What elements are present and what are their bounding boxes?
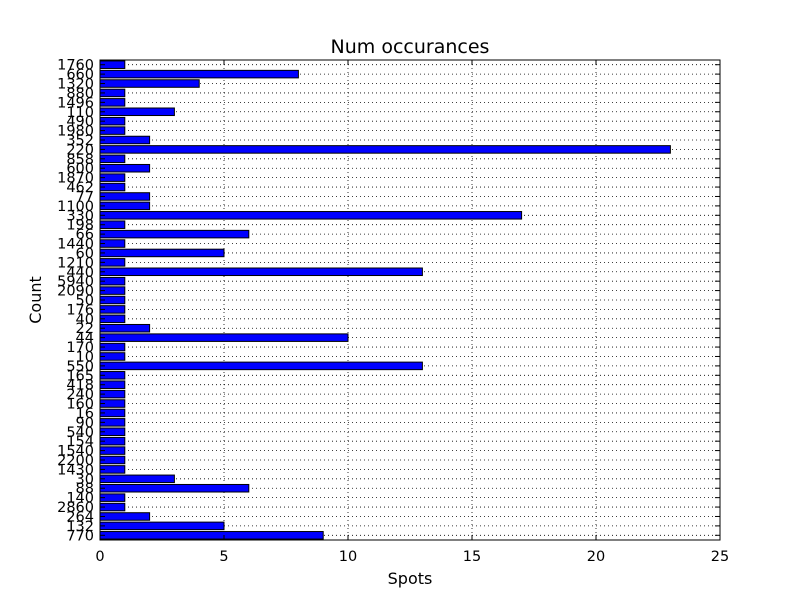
- bar-264: [99, 512, 151, 521]
- y-tick-label: 10: [76, 349, 94, 365]
- y-tick-label: 1760: [57, 58, 94, 74]
- bar-220: [99, 145, 671, 154]
- y-tick-label: 30: [76, 472, 94, 488]
- x-axis-label: Spots: [388, 569, 433, 588]
- y-tick-label: 1320: [57, 77, 94, 93]
- y-tick-label: 440: [66, 265, 94, 281]
- y-tick-label: 1496: [57, 95, 94, 111]
- bar-660: [99, 69, 299, 79]
- bar-88: [99, 483, 250, 493]
- y-tick-label: 540: [66, 425, 94, 441]
- grid-lines: [100, 60, 720, 540]
- y-tick-label: 660: [66, 67, 94, 83]
- x-axis-ticks: 0 5 10 15 20 25: [95, 60, 729, 565]
- y-tick-label: 90: [76, 415, 94, 431]
- y-tick-label: 462: [66, 180, 94, 196]
- bar-66: [99, 229, 250, 239]
- y-tick-label: 220: [66, 142, 94, 158]
- bar-22: [99, 323, 151, 333]
- y-tick-label: 5940: [57, 274, 94, 290]
- bar-60: [99, 248, 225, 258]
- bar-30: [99, 474, 175, 484]
- y-tick-label: 16: [76, 406, 94, 422]
- y-tick-label: 1540: [57, 444, 94, 460]
- y-tick-label: 1440: [57, 237, 94, 253]
- y-tick-label: 858: [66, 152, 94, 168]
- bar-1100: [99, 201, 151, 211]
- y-tick-label: 1980: [57, 124, 94, 140]
- bar-330: [99, 211, 523, 220]
- y-tick-label: 550: [66, 359, 94, 375]
- y-tick-label: 40: [76, 312, 94, 328]
- y-tick-label: 176: [66, 302, 94, 318]
- y-tick-label: 77: [76, 189, 94, 205]
- y-tick-label: 110: [66, 105, 94, 121]
- y-tick-label: 1430: [57, 462, 94, 478]
- y-tick-label: 264: [66, 509, 94, 525]
- bar-44: [99, 333, 349, 342]
- x-tick-label: 15: [463, 549, 481, 565]
- y-tick-label: 50: [76, 293, 94, 309]
- bar-440: [99, 267, 423, 277]
- y-tick-label: 352: [66, 133, 94, 149]
- x-tick-label: 10: [339, 549, 357, 565]
- y-tick-label: 1870: [57, 171, 94, 187]
- y-tick-label: 330: [66, 208, 94, 224]
- y-tick-label: 88: [76, 481, 94, 497]
- y-tick-label: 154: [66, 434, 94, 450]
- bar-77: [99, 192, 151, 201]
- y-tick-label: 170: [66, 340, 94, 356]
- y-axis-label: Count: [26, 276, 45, 324]
- x-tick-label: 0: [95, 549, 104, 565]
- y-tick-label: 418: [66, 378, 94, 394]
- x-tick-label: 5: [219, 549, 228, 565]
- y-axis-ticks: 7701322642860140883014302200154015454090…: [57, 58, 720, 544]
- y-tick-label: 600: [66, 161, 94, 177]
- y-tick-label: 198: [66, 218, 94, 234]
- y-tick-label: 1100: [57, 199, 94, 215]
- bar-352: [99, 135, 151, 145]
- y-tick-label: 160: [66, 397, 94, 413]
- y-tick-label: 66: [76, 227, 94, 243]
- bar-110: [99, 107, 175, 117]
- bar-600: [99, 163, 151, 173]
- chart-title: Num occurances: [331, 36, 490, 58]
- bar-550: [99, 361, 423, 371]
- x-tick-label: 20: [587, 549, 605, 565]
- y-tick-label: 140: [66, 491, 94, 507]
- y-tick-label: 132: [66, 519, 94, 535]
- y-tick-label: 240: [66, 387, 94, 403]
- bar-1320: [99, 79, 200, 88]
- y-tick-label: 490: [66, 114, 94, 130]
- bar-132: [99, 521, 225, 531]
- y-tick-label: 165: [66, 368, 94, 384]
- y-tick-label: 2860: [57, 500, 94, 516]
- y-tick-label: 2200: [57, 453, 94, 469]
- y-tick-label: 2090: [57, 284, 94, 300]
- y-tick-label: 60: [76, 246, 94, 262]
- x-tick-label: 25: [711, 549, 729, 565]
- y-tick-label: 770: [66, 528, 94, 544]
- y-tick-label: 1210: [57, 255, 94, 271]
- y-tick-label: 22: [76, 321, 94, 337]
- y-tick-label: 44: [76, 331, 94, 347]
- y-tick-label: 880: [66, 86, 94, 102]
- bar-770: [99, 531, 324, 540]
